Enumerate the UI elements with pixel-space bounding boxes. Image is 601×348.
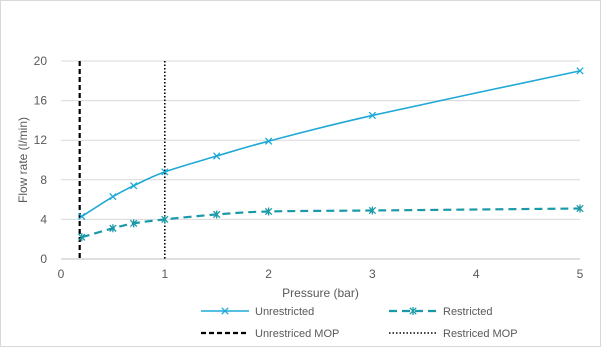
- data-point-restricted: [109, 224, 117, 233]
- data-point-restricted: [368, 206, 377, 215]
- legend-label: Unrestriced MOP: [255, 328, 339, 340]
- y-tick-label: 8: [40, 173, 47, 187]
- y-tick-label: 12: [34, 133, 48, 147]
- legend-label: Restricted: [443, 306, 493, 318]
- data-point-restricted: [576, 204, 584, 213]
- x-tick-label: 4: [473, 267, 480, 281]
- data-point-unrestricted: [213, 152, 221, 160]
- x-tick-label: 2: [265, 267, 272, 281]
- series-line-unrestricted: [81, 70, 581, 218]
- legend-label: Restriced MOP: [443, 328, 518, 340]
- y-tick-label: 16: [34, 94, 48, 108]
- legend-marker: [409, 307, 417, 315]
- x-tick-label: 3: [369, 267, 376, 281]
- x-tick-label: 5: [577, 267, 584, 281]
- data-point-restricted: [161, 215, 169, 224]
- data-point-restricted: [264, 207, 273, 216]
- data-point-unrestricted: [109, 192, 117, 201]
- data-point-unrestricted: [161, 168, 169, 176]
- data-point-restricted: [78, 233, 86, 242]
- y-axis-title: Flow rate (l/min): [16, 117, 30, 203]
- data-point-unrestricted: [264, 137, 273, 145]
- data-point-unrestricted: [576, 67, 584, 75]
- legend-marker: [221, 307, 229, 315]
- y-tick-label: 20: [34, 54, 48, 68]
- y-tick-label: 0: [40, 252, 47, 266]
- data-point-restricted: [130, 219, 138, 228]
- data-point-restricted: [213, 210, 221, 219]
- series-line-restricted: [81, 207, 581, 239]
- data-point-unrestricted: [78, 212, 86, 221]
- data-point-unrestricted: [368, 111, 377, 120]
- data-point-unrestricted: [130, 182, 138, 190]
- y-tick-label: 4: [40, 212, 47, 226]
- x-axis-title: Pressure (bar): [282, 286, 359, 300]
- x-tick-label: 1: [161, 267, 168, 281]
- x-tick-label: 0: [58, 267, 65, 281]
- legend-label: Unrestricted: [255, 306, 314, 318]
